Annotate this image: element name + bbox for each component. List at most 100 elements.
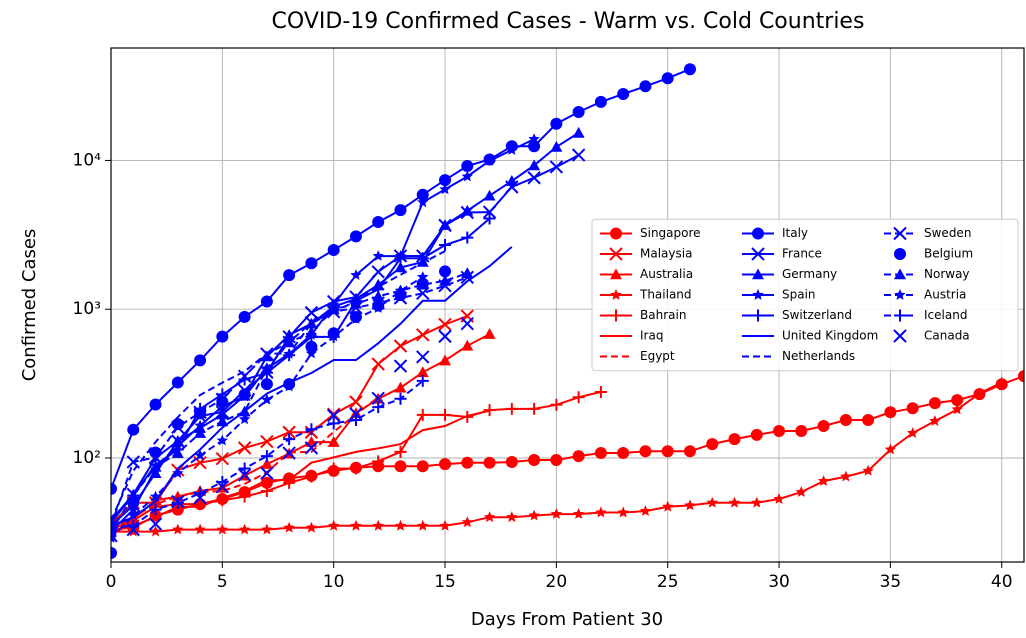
- marker: [438, 329, 452, 344]
- marker: [127, 509, 139, 521]
- marker: [238, 310, 251, 323]
- x-tick-label: 40: [991, 572, 1013, 592]
- x-axis-label: Days From Patient 30: [471, 609, 663, 630]
- marker: [773, 493, 785, 504]
- legend-label: Belgium: [924, 247, 973, 261]
- marker: [617, 447, 630, 460]
- marker: [327, 243, 340, 256]
- marker: [215, 480, 230, 494]
- marker: [260, 466, 274, 480]
- legend-label: Spain: [782, 288, 816, 302]
- marker: [394, 445, 407, 458]
- marker: [149, 490, 162, 502]
- marker: [261, 393, 273, 405]
- legend-label: Germany: [782, 267, 837, 281]
- marker: [111, 482, 117, 495]
- marker: [439, 274, 452, 286]
- marker: [237, 369, 252, 383]
- marker: [111, 529, 118, 543]
- marker: [328, 519, 340, 531]
- marker: [350, 269, 362, 280]
- marker: [394, 204, 407, 217]
- marker: [111, 546, 117, 559]
- marker: [372, 302, 384, 313]
- marker: [906, 402, 919, 415]
- marker: [483, 328, 496, 339]
- marker: [840, 470, 852, 482]
- marker: [349, 462, 362, 475]
- marker: [372, 519, 384, 531]
- marker: [461, 231, 474, 244]
- marker: [394, 519, 407, 531]
- marker: [372, 401, 385, 414]
- marker: [216, 415, 229, 427]
- y-tick-label: 10³: [73, 299, 101, 319]
- marker: [617, 506, 629, 518]
- marker: [238, 523, 251, 535]
- marker: [439, 265, 452, 278]
- marker: [194, 523, 206, 535]
- marker: [483, 404, 496, 417]
- marker: [609, 247, 623, 261]
- marker: [216, 434, 228, 446]
- marker: [111, 519, 118, 533]
- marker: [439, 239, 452, 252]
- marker: [572, 391, 585, 404]
- marker: [216, 330, 229, 343]
- marker: [610, 289, 622, 300]
- marker: [907, 427, 919, 438]
- marker: [149, 446, 162, 459]
- y-tick-label: 10²: [73, 448, 101, 468]
- marker: [506, 144, 518, 155]
- marker: [439, 408, 452, 421]
- legend-label: Iceland: [924, 308, 967, 322]
- marker: [461, 204, 474, 216]
- marker: [260, 458, 273, 469]
- marker: [171, 418, 184, 431]
- marker: [416, 460, 429, 473]
- legend-label: United Kingdom: [782, 329, 878, 343]
- marker: [304, 305, 319, 320]
- marker: [550, 508, 563, 519]
- marker: [817, 420, 830, 433]
- legend-label: Switzerland: [782, 308, 852, 322]
- marker: [193, 491, 207, 505]
- marker: [216, 408, 229, 420]
- x-tick-label: 10: [323, 572, 345, 592]
- marker: [416, 188, 429, 201]
- x-tick-label: 5: [217, 572, 228, 592]
- marker: [839, 414, 852, 427]
- marker: [483, 212, 496, 225]
- marker: [728, 496, 741, 508]
- legend-label: Austria: [924, 288, 966, 302]
- series-line: [111, 409, 490, 533]
- marker: [527, 171, 541, 185]
- x-tick-label: 20: [546, 572, 568, 592]
- marker: [684, 499, 696, 511]
- marker: [327, 436, 340, 447]
- marker: [752, 309, 764, 322]
- marker: [416, 374, 429, 387]
- marker: [127, 489, 140, 501]
- marker: [752, 227, 764, 240]
- marker: [416, 350, 430, 364]
- marker: [439, 354, 452, 366]
- marker: [951, 394, 964, 407]
- marker: [416, 278, 429, 290]
- marker: [610, 309, 622, 322]
- marker: [506, 511, 518, 523]
- marker: [194, 449, 206, 461]
- marker: [528, 509, 540, 521]
- marker: [461, 267, 474, 279]
- marker: [149, 525, 162, 537]
- marker: [550, 140, 563, 152]
- series: [111, 271, 429, 543]
- marker: [172, 523, 184, 535]
- marker: [350, 519, 362, 531]
- marker: [305, 470, 318, 483]
- marker: [439, 219, 452, 230]
- marker: [610, 227, 622, 240]
- marker: [349, 414, 362, 427]
- marker: [371, 265, 385, 279]
- marker: [661, 72, 674, 85]
